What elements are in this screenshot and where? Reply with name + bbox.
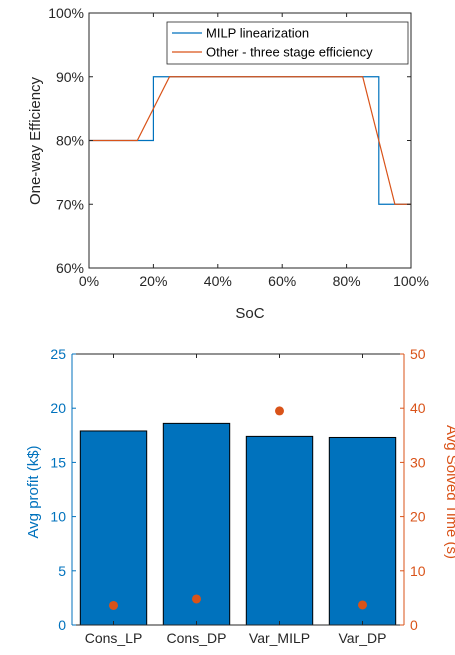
chart1-legend	[166, 21, 409, 65]
chart2-bar-Var_DP	[328, 436, 397, 626]
chart2-left-ytick-label: 15	[50, 454, 66, 470]
chart1-legend-label: MILP linearization	[206, 26, 309, 41]
chart1-ytick-label: 90%	[56, 69, 84, 85]
chart2-left-ytick-label: 20	[50, 400, 66, 416]
chart2-time-point-Var_MILP	[275, 406, 284, 416]
chart1-ytick-label: 70%	[56, 196, 84, 212]
efficiency-chart: SoC One-way Efficiency 0% 20% 40% 60% 80% 100…	[27, 5, 429, 322]
chart2-xtick-label: Cons_DP	[167, 630, 227, 646]
chart1-xlabel: SoC	[235, 305, 264, 322]
chart1-xtick-label: 0%	[79, 273, 99, 289]
chart1-ylabel: One-way Efficiency	[27, 76, 44, 205]
chart2-left-ytick-label: 25	[50, 346, 66, 362]
chart1-legend-label: Other - three stage efficiency	[206, 45, 373, 60]
chart2-right-ytick-label: 0	[410, 617, 418, 633]
chart1-ytick-label: 60%	[56, 260, 84, 276]
chart1-xtick-label: 60%	[268, 273, 296, 289]
chart2-right-ytick-label: 40	[410, 400, 426, 416]
chart2-right-ytick-label: 10	[410, 563, 426, 579]
chart1-series-line-2	[89, 76, 411, 205]
chart2-left-ytick-label: 0	[58, 617, 66, 633]
chart2-xtick-label: Cons_LP	[85, 630, 143, 646]
chart2-bar-Var_MILP	[245, 435, 314, 626]
chart1-xtick-label: 20%	[139, 273, 167, 289]
profit-time-chart: Avg profit (k$) Avg Solved Time (s) Cons…	[25, 346, 455, 646]
chart2-xtick-label: Var_DP	[339, 630, 387, 646]
chart1-xtick-label: 100%	[393, 273, 429, 289]
chart2-bar-Cons_LP	[79, 430, 148, 626]
chart1-xtick-label: 40%	[204, 273, 232, 289]
chart1-ytick-label: 80%	[56, 133, 84, 149]
chart2-time-point-Var_DP	[358, 600, 367, 610]
chart2-right-ytick-label: 50	[410, 346, 426, 362]
chart2-xtick-label: Var_MILP	[249, 630, 310, 646]
chart1-xtick-label: 80%	[333, 273, 361, 289]
chart1-ytick-label: 100%	[48, 5, 84, 21]
chart2-right-ytick-label: 20	[410, 509, 426, 525]
chart2-bar-Cons_DP	[162, 422, 231, 626]
chart2-left-ytick-label: 5	[58, 563, 66, 579]
chart2-left-ytick-label: 10	[50, 509, 66, 525]
chart2-time-point-Cons_LP	[109, 600, 118, 610]
chart2-time-point-Cons_DP	[192, 594, 201, 604]
chart2-right-ylabel: Avg Solved Time (s)	[443, 425, 455, 559]
chart2-right-ytick-label: 30	[410, 454, 426, 470]
chart2-left-ylabel: Avg profit (k$)	[25, 445, 42, 538]
